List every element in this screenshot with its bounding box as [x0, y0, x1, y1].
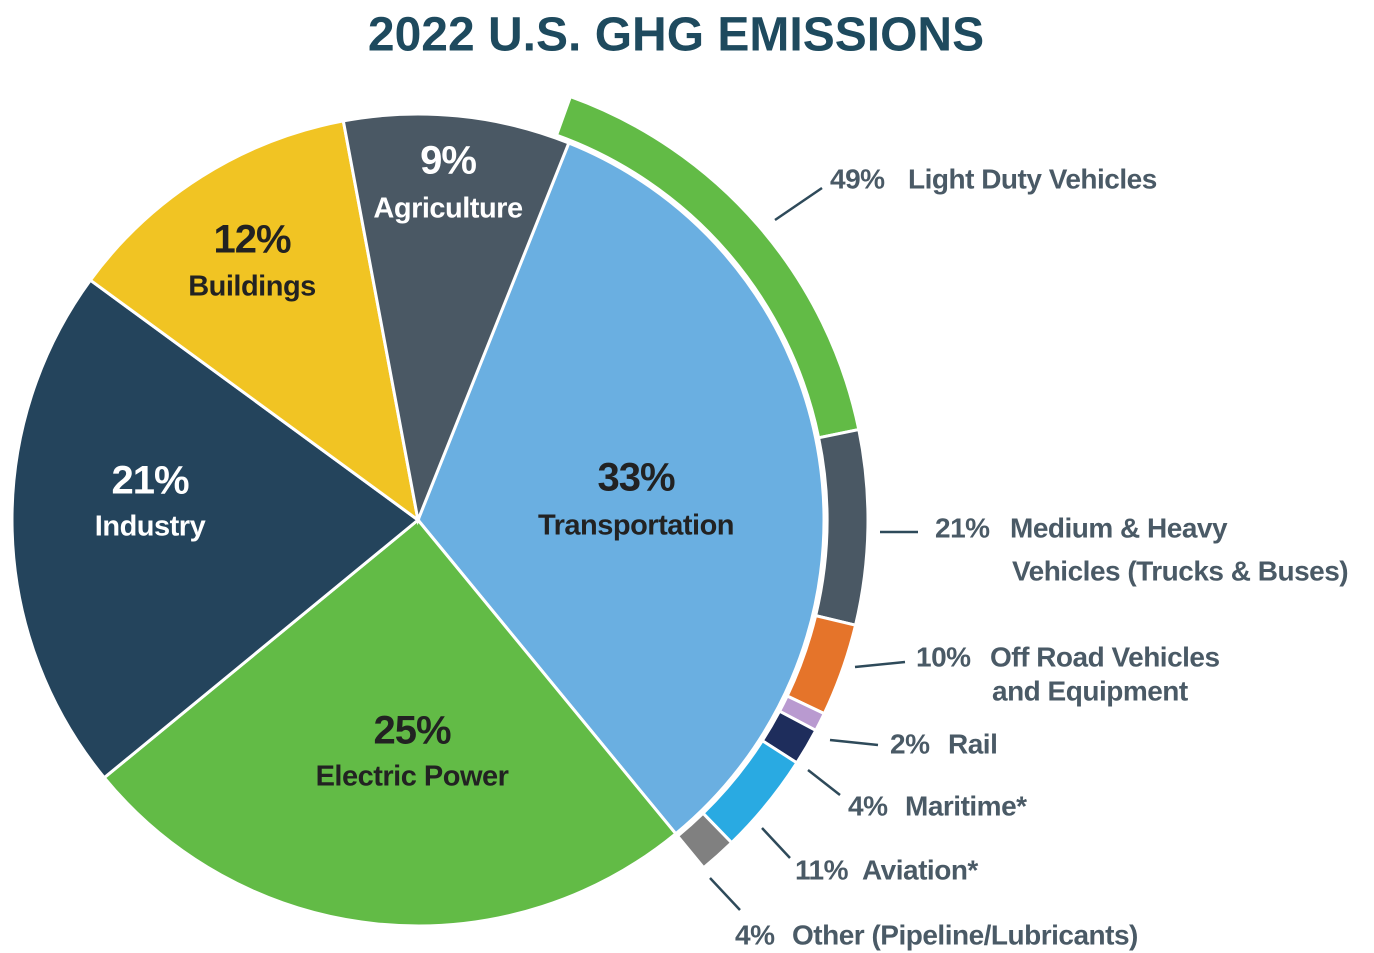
ring-value-label: 10%	[916, 641, 971, 672]
slice-value-label: 21%	[111, 459, 188, 503]
ring-label: Medium & Heavy	[1010, 512, 1228, 543]
slice-label: Electric Power	[316, 761, 509, 793]
slice-label: Buildings	[188, 271, 316, 303]
ring-label: Vehicles (Trucks & Buses)	[1012, 555, 1348, 586]
pie-slice	[416, 141, 826, 836]
leader-line	[761, 827, 791, 859]
slice-label: Agriculture	[373, 193, 523, 225]
slice-label: Industry	[95, 511, 206, 543]
ring-label: Maritime*	[905, 790, 1027, 821]
ring-label: Other (Pipeline/Lubricants)	[792, 919, 1138, 950]
ring-segment	[675, 811, 734, 870]
leader-line	[709, 877, 741, 911]
leader-line	[807, 769, 841, 796]
ring-label: and Equipment	[992, 675, 1188, 706]
leader-line	[829, 738, 879, 747]
pie-slice	[88, 119, 421, 524]
pie-slice	[102, 517, 678, 928]
slice-label: Transportation	[538, 510, 734, 542]
pie-slice	[10, 278, 421, 780]
ring-label: Light Duty Vehicles	[908, 163, 1157, 194]
ring-value-label: 11%	[795, 854, 849, 885]
chart-title: 2022 U.S. GHG EMISSIONS	[368, 9, 984, 62]
slice-value-label: 12%	[213, 218, 290, 262]
slice-value-label: 25%	[373, 709, 450, 753]
ring-label: Rail	[948, 728, 997, 759]
ring-value-label: 21%	[935, 512, 990, 543]
ring-label: Off Road Vehicles	[990, 641, 1220, 672]
leader-line	[854, 660, 906, 669]
slice-value-label: 33%	[597, 456, 674, 500]
ring-value-label: 4%	[848, 790, 888, 821]
ring-value-label: 49%	[830, 163, 885, 194]
ring-value-label: 2%	[890, 728, 930, 759]
pie-slice	[341, 112, 571, 526]
slice-value-label: 9%	[420, 139, 476, 183]
ring-value-label: 4%	[735, 919, 775, 950]
ring-label: Aviation*	[862, 854, 978, 885]
leader-line	[774, 186, 823, 222]
